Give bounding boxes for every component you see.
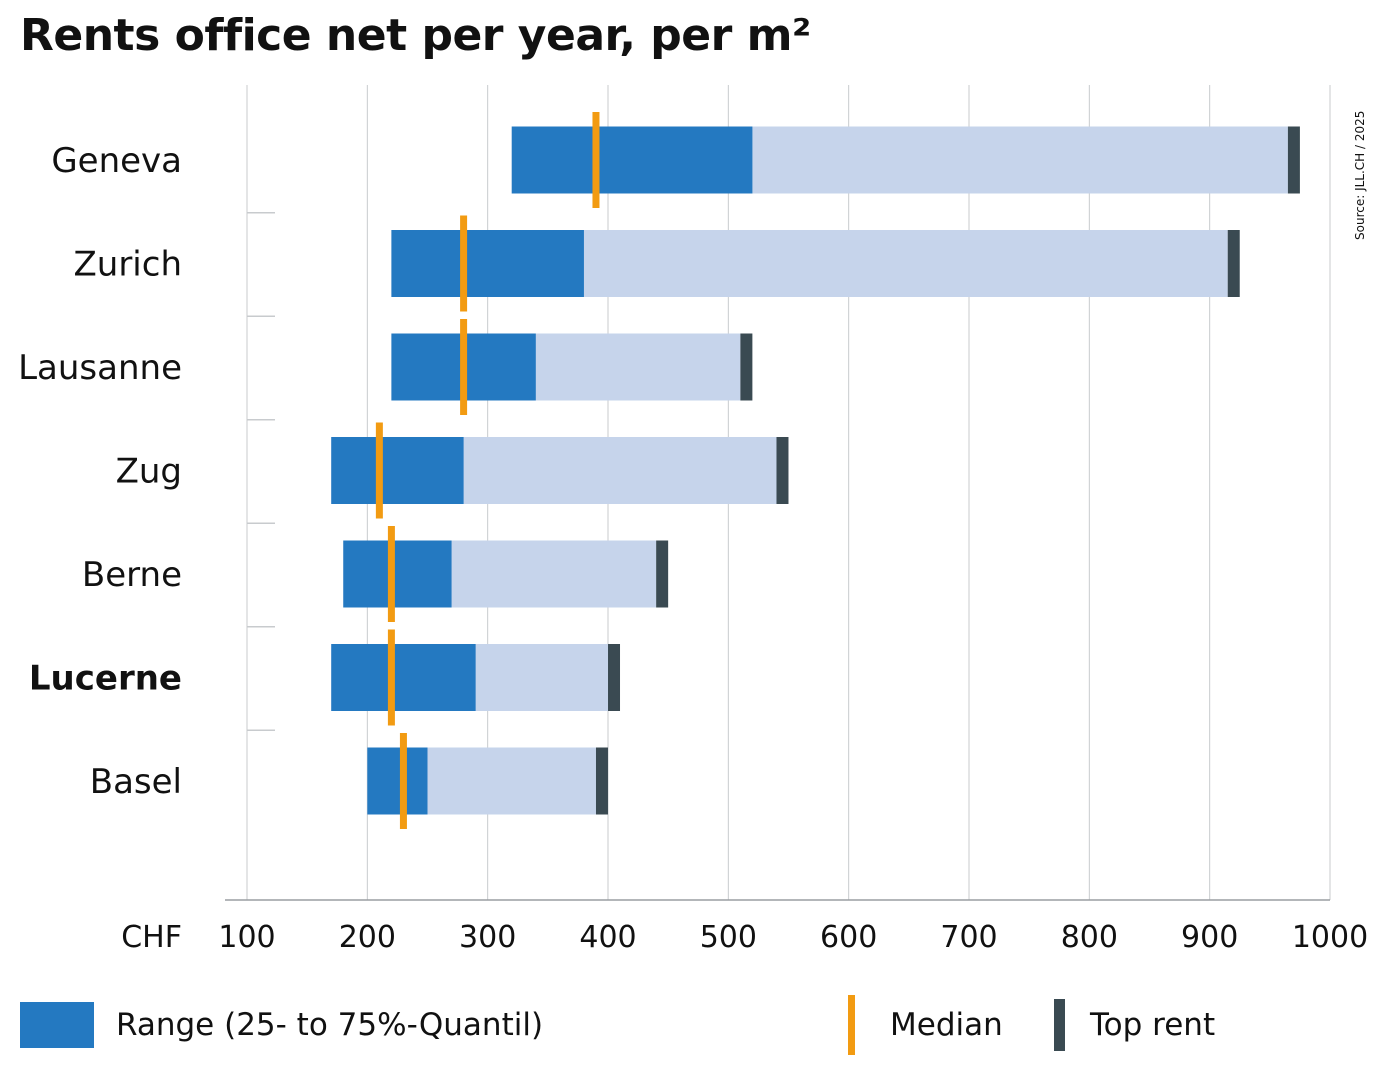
x-axis: 100 200 300 400 500 600 700 800 900 1000 CHF	[121, 899, 1368, 955]
top-rent-marker-berne	[656, 540, 669, 608]
top-rent-marker-geneva	[1287, 126, 1300, 194]
quantile-range-bar-zug	[331, 437, 464, 504]
top-rent-marker-lausanne	[740, 333, 753, 401]
median-marker-lausanne	[460, 319, 468, 415]
quantile-range-bar-zurich	[391, 230, 584, 297]
source-note: Source: JLL.CH / 2025	[1351, 90, 1367, 240]
top-rent-marker-basel	[595, 747, 608, 815]
quantile-range-bar-lucerne	[331, 644, 476, 711]
x-tick-label: 800	[1061, 920, 1118, 955]
category-label-lucerne: Lucerne	[29, 659, 182, 699]
category-label-zurich: Zurich	[73, 245, 182, 285]
category-label-geneva: Geneva	[51, 141, 182, 181]
top-rent-marker-zurich	[1227, 230, 1240, 297]
x-tick-label: 300	[459, 920, 516, 955]
chart-title: Rents office net per year, per m²	[20, 10, 811, 61]
x-tick-label: 1000	[1292, 920, 1368, 955]
x-tick-label: 700	[940, 920, 997, 955]
category-label-lausanne: Lausanne	[18, 348, 182, 388]
quantile-range-bar-berne	[343, 540, 452, 608]
bars	[331, 112, 1300, 829]
x-axis-label: CHF	[121, 920, 182, 955]
category-label-zug: Zug	[116, 452, 182, 492]
legend-median: Median	[848, 995, 1003, 1055]
top-rent-marker-lucerne	[608, 644, 621, 711]
quantile-range-bar-basel	[367, 747, 428, 815]
median-marker-zug	[375, 422, 383, 519]
legend-top-rent-label: Top rent	[1090, 1007, 1216, 1043]
median-marker-berne	[387, 526, 395, 622]
x-tick-label: 600	[820, 920, 877, 955]
quantile-range-bar-geneva	[511, 126, 753, 194]
legend-median-swatch	[848, 995, 855, 1055]
source-text: Source: JLL.CH / 2025	[1353, 110, 1367, 240]
category-label-basel: Basel	[90, 762, 182, 802]
median-marker-lucerne	[387, 629, 395, 726]
median-marker-zurich	[460, 215, 468, 312]
x-tick-label: 500	[700, 920, 757, 955]
legend-range: Range (25- to 75%-Quantil)	[20, 995, 543, 1055]
legend-range-label: Range (25- to 75%-Quantil)	[116, 1007, 544, 1043]
legend-range-swatch	[20, 1002, 94, 1048]
x-tick-label: 100	[218, 920, 275, 955]
category-label-berne: Berne	[82, 555, 182, 595]
x-tick-label: 900	[1181, 920, 1238, 955]
category-labels: Geneva Zurich Lausanne Zug Berne Lucerne Basel	[18, 141, 182, 802]
x-tick-label: 200	[339, 920, 396, 955]
legend-top-rent: Top rent	[1054, 995, 1215, 1055]
median-marker-basel	[399, 733, 407, 829]
top-rent-marker-zug	[776, 437, 789, 504]
legend-top-rent-swatch	[1054, 999, 1065, 1051]
median-marker-geneva	[592, 112, 600, 208]
x-tick-label: 400	[579, 920, 636, 955]
legend-median-label: Median	[890, 1007, 1003, 1043]
